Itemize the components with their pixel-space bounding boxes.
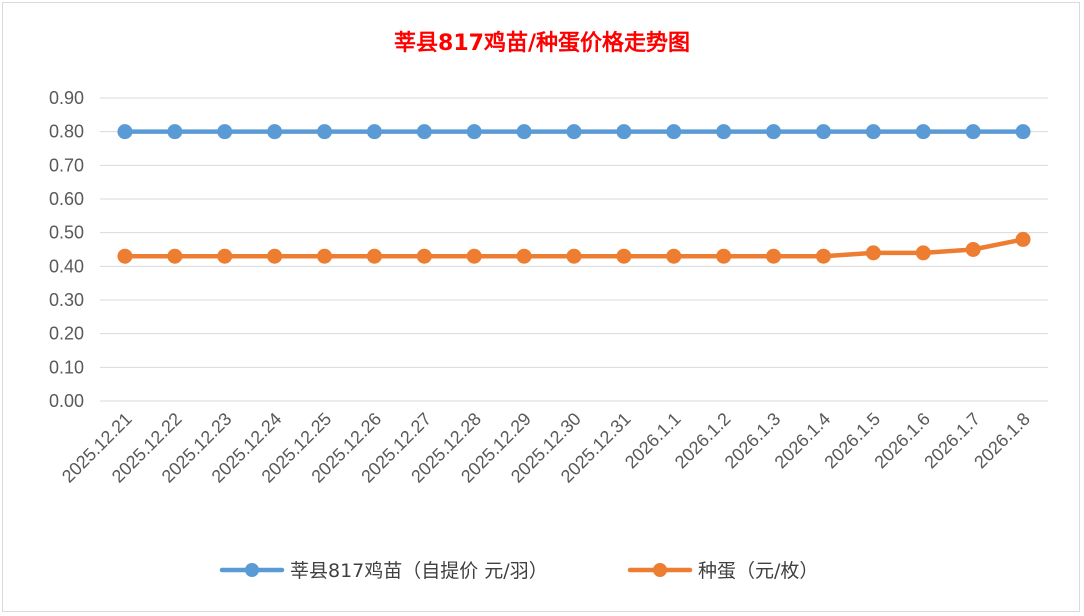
data-point (416, 124, 432, 140)
y-tick-label: 0.50 (49, 223, 84, 243)
data-point (616, 248, 632, 264)
data-point (267, 124, 283, 140)
data-point (766, 124, 782, 140)
legend-item: 种蛋（元/枚） (627, 560, 818, 582)
y-tick-label: 0.20 (49, 324, 84, 344)
data-point (466, 248, 482, 264)
legend-swatch-marker (245, 563, 259, 577)
legend-label: 莘县817鸡苗（自提价 元/羽） (290, 560, 548, 582)
series-lines (117, 124, 1031, 264)
data-point (616, 124, 632, 140)
data-point (317, 248, 333, 264)
x-axis-ticks: 2025.12.212025.12.222025.12.232025.12.24… (58, 409, 1034, 487)
y-tick-label: 0.40 (49, 256, 84, 276)
data-point (366, 248, 382, 264)
data-point (267, 248, 283, 264)
y-tick-label: 0.90 (49, 88, 84, 108)
y-tick-label: 0.80 (49, 122, 84, 142)
series-2 (117, 231, 1031, 264)
legend: 莘县817鸡苗（自提价 元/羽） 种蛋（元/枚） (219, 560, 818, 582)
legend-label: 种蛋（元/枚） (698, 560, 818, 582)
data-point (865, 245, 881, 261)
data-point (666, 248, 682, 264)
data-point (516, 248, 532, 264)
data-point (167, 248, 183, 264)
data-point (1015, 231, 1031, 247)
data-point (516, 124, 532, 140)
legend-swatch-marker (653, 563, 667, 577)
data-point (117, 248, 133, 264)
legend-item: 莘县817鸡苗（自提价 元/羽） (219, 560, 548, 582)
data-point (815, 124, 831, 140)
data-point (666, 124, 682, 140)
y-tick-label: 0.60 (49, 189, 84, 209)
data-point (965, 242, 981, 257)
data-point (815, 248, 831, 264)
y-tick-label: 0.00 (49, 391, 84, 411)
series-1 (117, 124, 1031, 140)
data-point (217, 124, 233, 140)
data-point (117, 124, 133, 140)
data-point (366, 124, 382, 140)
data-point (1015, 124, 1031, 140)
data-point (317, 124, 333, 140)
y-axis-ticks: 0.00 0.10 0.20 0.30 0.40 0.50 0.60 0.70 0.80 0.90 (49, 88, 84, 411)
data-point (566, 248, 582, 264)
x-tick-label: 2026.1.8 (970, 409, 1034, 473)
data-point (466, 124, 482, 140)
data-point (915, 245, 931, 261)
data-point (965, 124, 981, 140)
data-point (217, 248, 233, 264)
data-point (766, 248, 782, 264)
data-point (716, 248, 732, 264)
chart-title: 莘县817鸡苗/种蛋价格走势图 (394, 30, 690, 56)
data-point (865, 124, 881, 140)
data-point (416, 248, 432, 264)
data-point (716, 124, 732, 140)
y-tick-label: 0.10 (49, 357, 84, 377)
data-point (167, 124, 183, 140)
data-point (915, 124, 931, 140)
y-tick-label: 0.70 (49, 155, 84, 175)
data-point (566, 124, 582, 140)
y-tick-label: 0.30 (49, 290, 84, 310)
